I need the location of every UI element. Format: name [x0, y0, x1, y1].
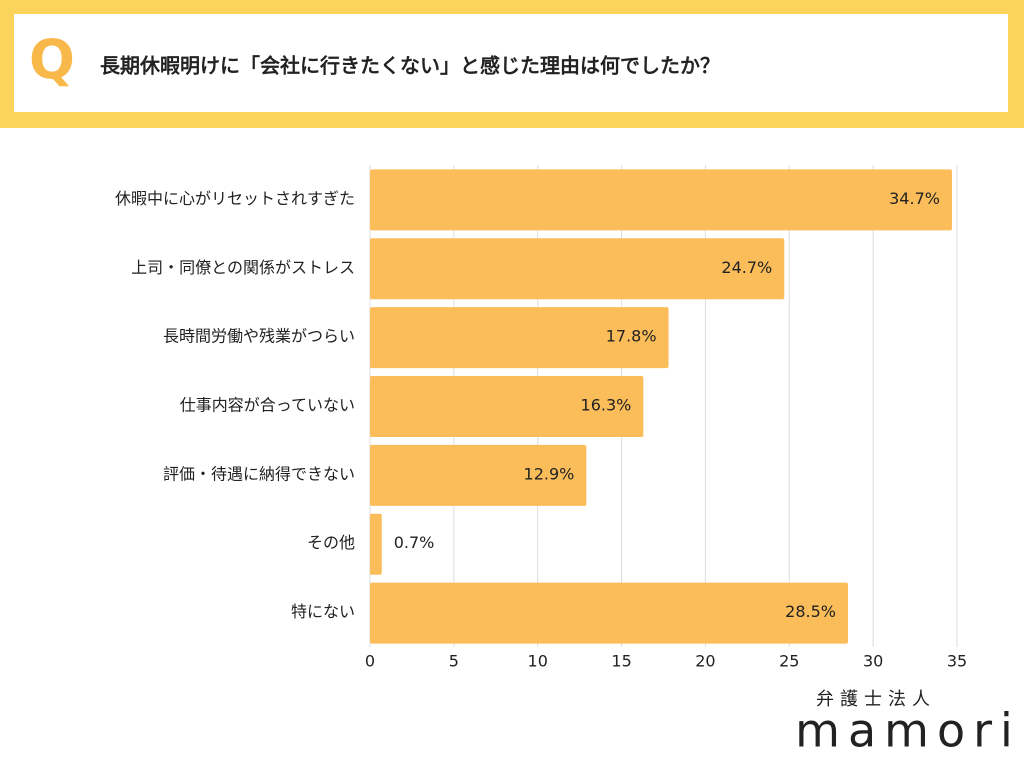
x-tick-label: 0 [365, 652, 375, 671]
value-label: 16.3% [581, 396, 632, 415]
value-label: 24.7% [721, 258, 772, 277]
bar [370, 376, 644, 437]
x-tick-label: 30 [863, 652, 883, 671]
y-tick-label: その他 [307, 533, 355, 552]
bar [370, 513, 382, 575]
x-tick-label: 15 [611, 652, 631, 671]
x-tick-label: 10 [528, 652, 548, 671]
bar [370, 307, 669, 369]
bar [370, 169, 952, 231]
value-label: 12.9% [524, 464, 575, 483]
chart-title: 長期休暇明けに「会社に行きたくない」と感じた理由は何でしたか？ [100, 54, 720, 78]
y-tick-label: 特にない [291, 602, 355, 621]
header-box [14, 14, 1008, 112]
x-tick-label: 5 [449, 652, 459, 671]
bar [370, 444, 587, 506]
y-tick-label: 休暇中に心がリセットされすぎた [115, 189, 355, 208]
q-mark: Q [29, 29, 75, 92]
y-tick-label: 評価・待遇に納得できない [163, 464, 355, 483]
x-tick-label: 20 [695, 652, 715, 671]
y-tick-label: 長時間労働や残業がつらい [163, 327, 355, 346]
bar [370, 238, 785, 300]
brand-org: 弁護士法人 [816, 689, 936, 710]
y-tick-label: 仕事内容が合っていない [180, 396, 355, 415]
value-label: 28.5% [785, 602, 836, 621]
x-tick-label: 25 [779, 652, 799, 671]
x-tick-label: 35 [947, 652, 967, 671]
bar [370, 582, 848, 644]
value-label: 0.7% [394, 533, 435, 552]
value-label: 34.7% [889, 189, 940, 208]
y-tick-label: 上司・同僚との関係がストレス [131, 258, 355, 277]
value-label: 17.8% [606, 327, 657, 346]
brand-name: mamori [795, 704, 1021, 758]
